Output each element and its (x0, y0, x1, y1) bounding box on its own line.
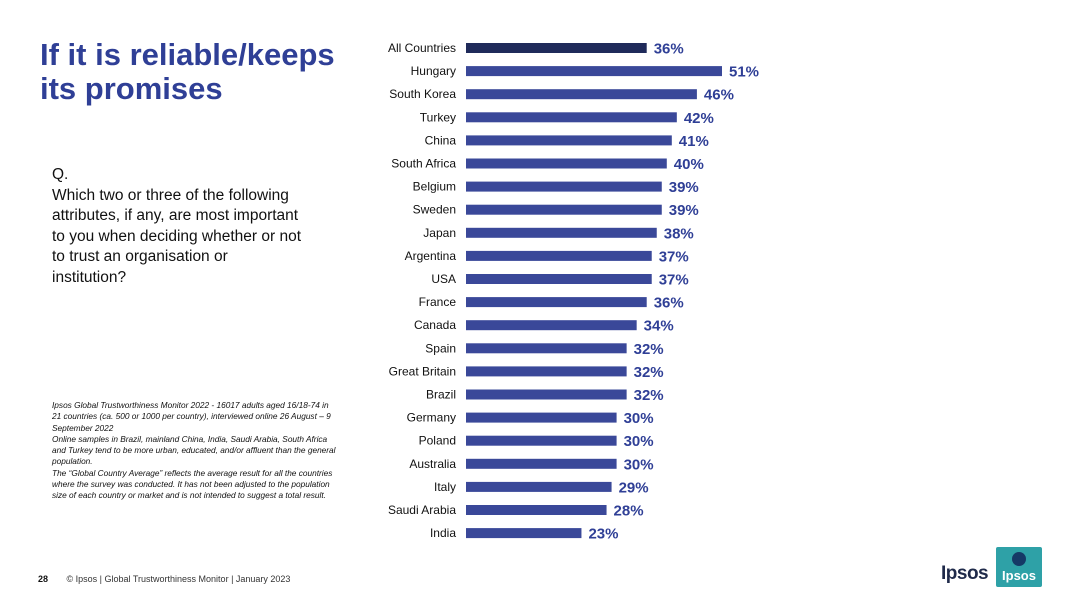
logo-background (996, 547, 1042, 587)
data-label: 23% (588, 526, 618, 543)
category-label: Poland (419, 434, 456, 448)
category-label: Saudi Arabia (388, 503, 456, 517)
data-label: 42% (684, 110, 714, 127)
data-label: 37% (659, 272, 689, 289)
bar (466, 458, 617, 469)
category-label: South Africa (391, 157, 456, 171)
note-1: Ipsos Global Trustworthiness Monitor 202… (52, 400, 331, 433)
data-label: 36% (654, 295, 684, 312)
logo-sheen (996, 547, 1042, 587)
bar (466, 528, 582, 539)
bar (466, 297, 647, 308)
brand-wordmark: Ipsos (941, 563, 989, 584)
bar (466, 389, 627, 400)
category-label: Germany (407, 411, 456, 425)
methodology-notes: Ipsos Global Trustworthiness Monitor 202… (52, 400, 337, 502)
bar (466, 204, 662, 215)
bar (466, 505, 607, 515)
data-label: 30% (624, 433, 654, 450)
data-label: 38% (664, 225, 694, 242)
data-label: 39% (669, 202, 699, 219)
data-label: 39% (669, 179, 699, 196)
category-label: Hungary (411, 64, 456, 78)
data-label: 30% (624, 410, 654, 427)
bar (466, 135, 672, 146)
footer: 28 © Ipsos | Global Trustworthiness Moni… (38, 574, 290, 584)
category-label: Brazil (426, 388, 456, 402)
question-block: Q. Which two or three of the following a… (52, 165, 302, 289)
note-2: Online samples in Brazil, mainland China… (52, 433, 336, 467)
bar (466, 366, 627, 377)
bar (466, 227, 657, 238)
bar (466, 43, 647, 53)
page-number: 28 (38, 574, 49, 584)
data-label: 46% (704, 87, 734, 104)
category-label: South Korea (389, 87, 456, 101)
data-label: 29% (619, 479, 649, 496)
bar (466, 412, 617, 423)
category-label: USA (431, 272, 456, 286)
data-label: 37% (659, 248, 689, 265)
data-label: 32% (634, 341, 664, 358)
data-label: 41% (679, 133, 709, 150)
bar (466, 435, 617, 446)
bar (466, 481, 612, 492)
bar (466, 181, 662, 192)
category-label: China (425, 133, 457, 147)
note-3: The “Global Country Average” reflects th… (52, 467, 333, 501)
category-label: Italy (434, 480, 456, 494)
data-label: 36% (654, 41, 684, 58)
category-label: Argentina (405, 249, 457, 263)
bar (466, 66, 722, 77)
category-label: Australia (409, 457, 456, 471)
category-label: Belgium (413, 180, 456, 194)
logo-text: Ipsos (1002, 568, 1036, 583)
bar (466, 320, 637, 331)
category-label: India (430, 526, 456, 540)
question-label: Q. (52, 166, 69, 183)
category-label: Spain (425, 341, 456, 355)
bar (466, 89, 697, 100)
data-label: 34% (644, 318, 674, 335)
data-label: 30% (624, 456, 654, 473)
question-text: Which two or three of the following attr… (52, 186, 302, 286)
data-label: 32% (634, 364, 664, 381)
data-label: 28% (614, 503, 644, 520)
category-label: France (419, 295, 457, 309)
slide-title: If it is reliable/keeps its promises (40, 37, 335, 106)
bar (466, 158, 667, 169)
bar (466, 112, 677, 123)
category-label: Sweden (413, 203, 456, 217)
data-label: 32% (634, 387, 664, 404)
ipsos-logo-icon: Ipsos (996, 547, 1042, 587)
category-label: Great Britain (389, 364, 456, 378)
data-label: 40% (674, 156, 704, 173)
logo-dot (1012, 552, 1026, 566)
data-label: 51% (729, 64, 759, 81)
bar (466, 274, 652, 284)
category-label: Canada (414, 318, 456, 332)
category-label: Turkey (420, 110, 456, 124)
bar (466, 343, 627, 354)
bar (466, 250, 652, 261)
category-label: All Countries (388, 41, 456, 55)
category-label: Japan (423, 226, 456, 240)
footer-text: © Ipsos | Global Trustworthiness Monitor… (66, 574, 291, 584)
